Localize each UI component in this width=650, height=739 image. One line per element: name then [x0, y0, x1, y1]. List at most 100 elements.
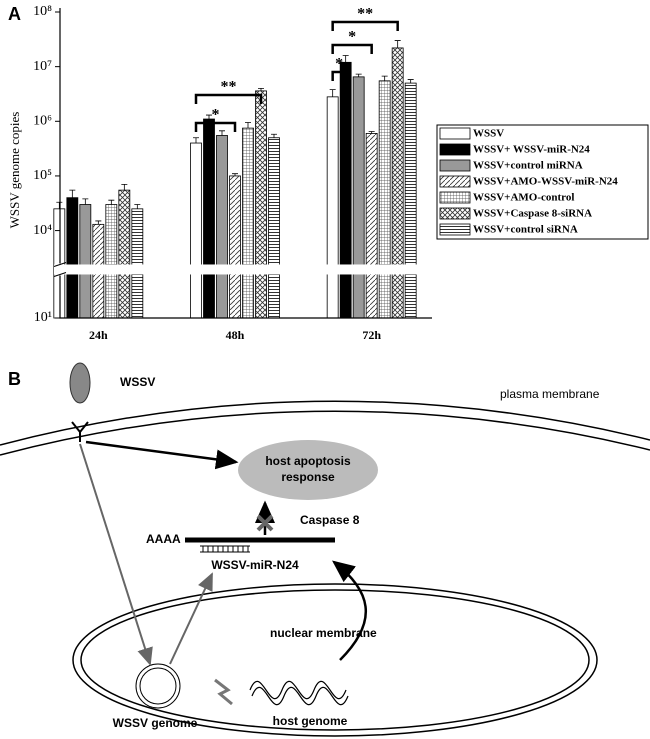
host-genome-label: host genome: [273, 714, 348, 728]
x-tick-label: 48h: [226, 328, 245, 342]
error-bar: [56, 201, 63, 209]
bar: [255, 90, 267, 319]
viral-genome: [139, 667, 177, 705]
receptor: [71, 421, 89, 442]
error-bar: [407, 79, 414, 84]
legend-box: [436, 124, 649, 240]
response-label: response: [281, 470, 335, 484]
error-bar: [69, 189, 76, 198]
host-genome: [249, 680, 347, 700]
bar: [365, 133, 378, 319]
significance: *: [335, 56, 343, 73]
arrow: [85, 440, 239, 470]
bracket: [331, 43, 373, 54]
y-tick-label: 10⁵: [33, 168, 52, 183]
arrow: [79, 443, 153, 666]
legend-label: WSSV: [473, 128, 504, 140]
membrane-outer: [0, 400, 650, 446]
error-bar: [381, 75, 388, 81]
legend-label: WSSV+ WSSV-miR-N24: [473, 144, 590, 156]
diagram: B WSSV plasma membrane host apoptosis re…: [0, 362, 650, 737]
viral-genome: [135, 663, 181, 709]
legend-swatch: [439, 127, 471, 140]
legend-label: WSSV+control siRNA: [473, 224, 578, 236]
bar: [66, 197, 79, 319]
error-bar: [219, 130, 225, 136]
error-bar: [271, 133, 277, 138]
significance: *: [212, 107, 220, 124]
legend-label: WSSV+control miRNA: [473, 160, 583, 172]
legend-swatch: [439, 191, 471, 204]
response-ellipse: [238, 440, 378, 500]
error-bar: [193, 137, 199, 144]
legend-label: WSSV+AMO-control: [473, 192, 574, 204]
virus-icon: [69, 362, 91, 404]
response-label: host apoptosis: [265, 454, 351, 468]
bar: [131, 208, 144, 319]
legend-swatch: [439, 207, 471, 220]
error-bar: [134, 204, 141, 209]
legend-label: WSSV+AMO-WSSV-miR-N24: [473, 176, 618, 188]
bar: [190, 142, 202, 319]
membrane-label: plasma membrane: [500, 387, 600, 401]
bar: [339, 61, 352, 319]
y-tick-label: 10⁶: [33, 114, 52, 129]
lightning: [214, 678, 233, 706]
bracket: [194, 121, 237, 132]
bracket: [331, 20, 399, 31]
error-bar: [232, 173, 238, 176]
bar: [404, 82, 417, 319]
error-bar: [206, 114, 212, 120]
mirna-label: WSSV-miR-N24: [211, 558, 299, 572]
nucleus-inner: [80, 589, 590, 731]
y-tick-label: 10⁴: [33, 223, 52, 238]
bar: [391, 47, 404, 319]
error-bar: [82, 198, 89, 205]
legend-label: WSSV+Caspase 8-siRNA: [473, 208, 592, 220]
y-axis-label: WSSV genome copies: [7, 112, 22, 229]
bar: [216, 135, 228, 319]
bar: [229, 175, 241, 319]
bar: [326, 96, 339, 319]
significance: **: [221, 79, 237, 96]
break-mark: [53, 262, 67, 277]
panel-label: B: [8, 369, 21, 389]
bar: [268, 137, 280, 319]
bar: [203, 118, 215, 319]
block-mark: [256, 514, 274, 532]
nucleus-label: nuclear membrane: [270, 626, 377, 640]
viral-genome-label: WSSV genome: [113, 716, 198, 730]
x-tick-label: 72h: [362, 328, 381, 342]
error-bar: [329, 89, 336, 97]
membrane-inner: [0, 410, 650, 456]
y-tick-label: 10⁸: [33, 4, 52, 19]
bar: [105, 204, 118, 319]
legend-swatch: [439, 159, 471, 172]
virus-label: WSSV: [120, 375, 155, 389]
polya-label: AAAA: [146, 532, 181, 546]
bar: [79, 204, 92, 319]
x-tick-label: 24h: [89, 328, 108, 342]
error-bar: [342, 55, 349, 63]
bar: [352, 76, 365, 319]
mirna-duplex: [200, 545, 250, 553]
error-bar: [355, 73, 362, 77]
y-tick-label: 10⁷: [33, 59, 52, 74]
arrow: [332, 560, 367, 661]
error-bar: [95, 220, 102, 225]
error-bar: [258, 87, 264, 91]
nucleus-outer: [72, 583, 598, 737]
bar: [378, 80, 391, 319]
error-bar: [394, 40, 401, 48]
legend-swatch: [439, 223, 471, 236]
bracket: [194, 93, 263, 104]
error-bar: [121, 183, 128, 191]
arrow: [169, 572, 213, 665]
error-bar: [368, 131, 375, 134]
significance: **: [357, 6, 373, 23]
bar: [118, 189, 131, 319]
bracket: [331, 70, 347, 81]
significance: *: [348, 29, 356, 46]
legend-swatch: [439, 175, 471, 188]
legend-swatch: [439, 143, 471, 156]
